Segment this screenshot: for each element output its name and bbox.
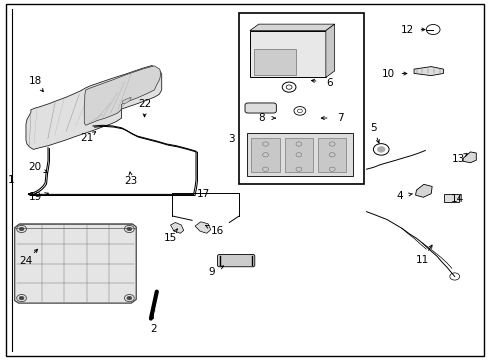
FancyBboxPatch shape (218, 255, 255, 267)
Text: 23: 23 (124, 176, 138, 186)
Circle shape (19, 227, 24, 231)
Text: 11: 11 (416, 255, 429, 265)
Text: 6: 6 (326, 78, 333, 88)
Polygon shape (171, 222, 184, 233)
Text: 9: 9 (208, 267, 215, 277)
Bar (254, 49, 295, 75)
Text: 2: 2 (150, 324, 157, 334)
Circle shape (19, 296, 24, 300)
Bar (239, 13, 364, 184)
Polygon shape (463, 152, 476, 163)
Circle shape (377, 147, 385, 152)
Text: 19: 19 (28, 192, 42, 202)
Polygon shape (326, 24, 335, 77)
FancyBboxPatch shape (245, 103, 276, 113)
Polygon shape (195, 222, 211, 233)
Bar (247, 133, 353, 176)
Text: 7: 7 (337, 113, 344, 123)
Text: 10: 10 (382, 69, 395, 79)
Text: 22: 22 (138, 99, 151, 109)
Text: 12: 12 (401, 24, 415, 35)
Text: 16: 16 (210, 226, 224, 236)
Polygon shape (250, 24, 335, 31)
Text: 20: 20 (29, 162, 42, 172)
Bar (444, 194, 459, 202)
Bar (285, 138, 313, 172)
Text: 15: 15 (164, 233, 177, 243)
Polygon shape (122, 97, 131, 104)
Bar (318, 138, 346, 172)
Polygon shape (26, 66, 162, 149)
Bar (250, 31, 326, 77)
Text: 17: 17 (196, 189, 210, 199)
Polygon shape (414, 67, 443, 76)
Text: 1: 1 (7, 175, 14, 185)
Polygon shape (416, 184, 432, 197)
Text: 21: 21 (80, 132, 94, 143)
Text: 8: 8 (258, 113, 265, 123)
Circle shape (127, 227, 132, 231)
Text: 4: 4 (396, 191, 403, 201)
Polygon shape (84, 66, 161, 125)
Text: 14: 14 (451, 194, 465, 204)
Text: 13: 13 (451, 154, 465, 164)
Text: 24: 24 (19, 256, 33, 266)
Text: 3: 3 (228, 134, 235, 144)
Circle shape (127, 296, 132, 300)
Polygon shape (15, 224, 136, 303)
Bar (251, 138, 280, 172)
Text: 5: 5 (370, 123, 377, 133)
Text: 18: 18 (28, 76, 42, 86)
